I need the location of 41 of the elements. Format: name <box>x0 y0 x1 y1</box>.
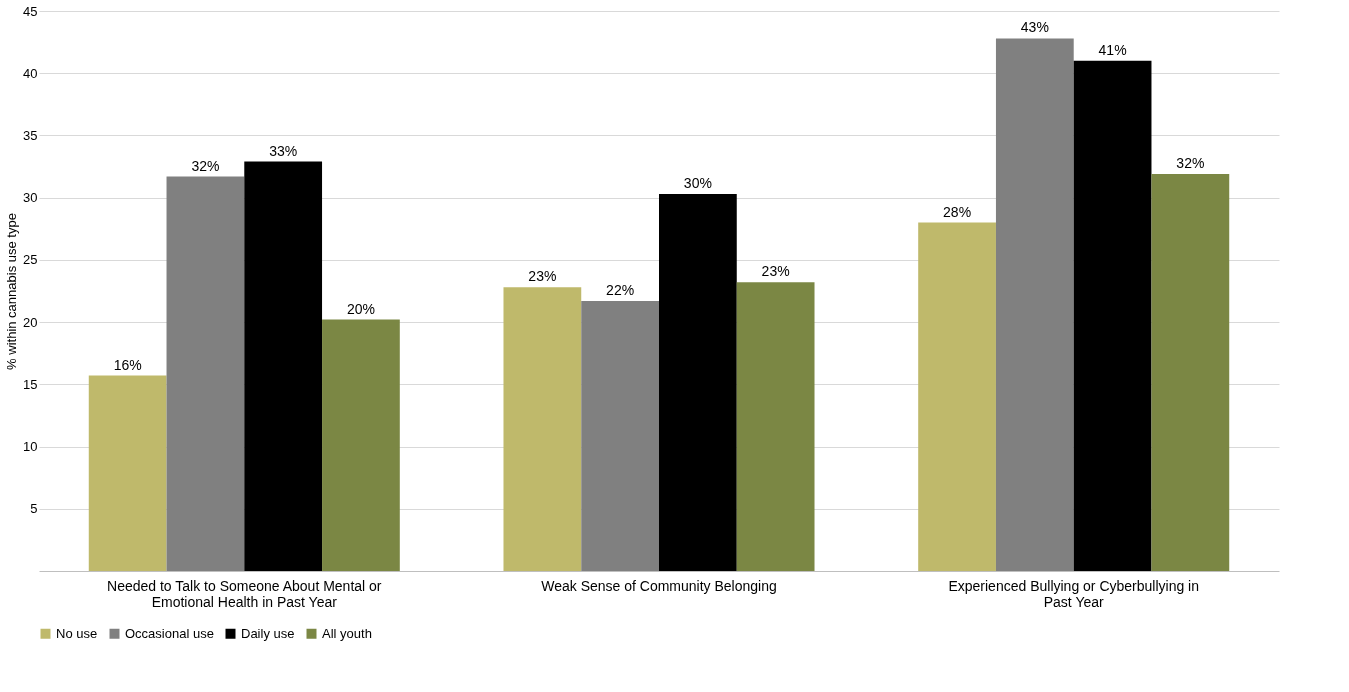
y-tick-label: 15 <box>23 376 38 392</box>
y-tick-label: 10 <box>23 439 38 455</box>
bar <box>1151 174 1230 571</box>
data-label: 33% <box>269 142 298 159</box>
legend-label: Daily use <box>241 625 295 641</box>
bar <box>166 176 245 571</box>
x-tick-label: Weak Sense of Community Belonging <box>541 577 777 594</box>
y-tick-label: 5 <box>30 501 38 517</box>
y-tick-label: 30 <box>23 190 38 206</box>
data-label: 16% <box>113 356 142 373</box>
data-label: 30% <box>683 174 712 191</box>
data-label: 23% <box>528 268 557 285</box>
legend-label: All youth <box>322 625 372 641</box>
x-tick-label: Needed to Talk to Someone About Mental or Emotional Health in Past Year <box>107 577 382 610</box>
data-label: 23% <box>761 263 790 280</box>
data-label: 22% <box>606 281 635 298</box>
data-label: 32% <box>1176 155 1205 172</box>
y-axis-title: % within cannabis use type <box>4 213 20 370</box>
data-label: 28% <box>943 203 972 220</box>
bar <box>995 38 1074 571</box>
y-tick-label: 20 <box>23 314 38 330</box>
legend-label: No use <box>56 625 98 641</box>
bar <box>244 161 323 571</box>
bar <box>1073 60 1152 571</box>
data-label: 41% <box>1098 41 1127 58</box>
bar <box>736 282 815 571</box>
y-tick-label: 35 <box>23 127 38 143</box>
data-label: 43% <box>1020 19 1049 36</box>
bar <box>88 375 167 571</box>
bar <box>918 222 996 571</box>
y-tick-label: 45 <box>23 3 38 19</box>
bar <box>322 319 400 571</box>
x-tick-label: Experienced Bullying or Cyberbullying in Past Year <box>948 577 1199 610</box>
legend-label: Occasional use <box>125 625 214 641</box>
data-label: 20% <box>346 300 375 317</box>
bar <box>581 300 659 571</box>
bar <box>503 287 582 571</box>
y-tick-label: 25 <box>23 252 38 268</box>
y-tick-label: 40 <box>23 65 38 81</box>
bar <box>659 193 737 571</box>
data-label: 32% <box>191 157 220 174</box>
